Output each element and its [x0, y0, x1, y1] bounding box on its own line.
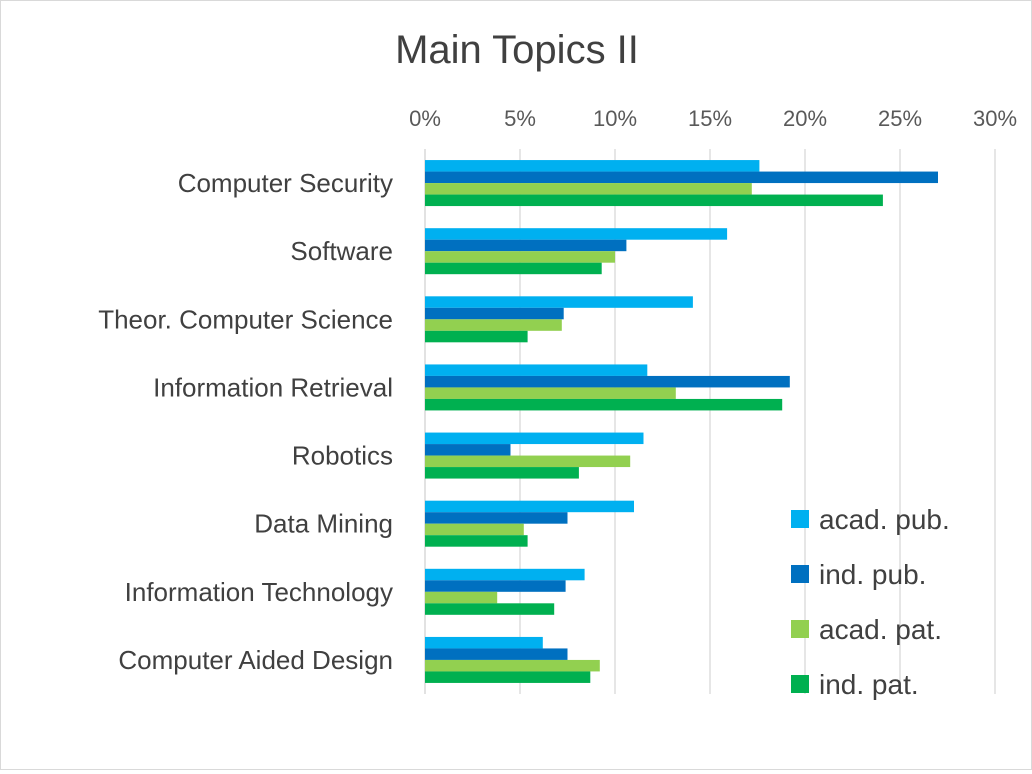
bar [425, 319, 562, 331]
bar [425, 432, 644, 445]
bar [425, 444, 511, 456]
legend-label: ind. pub. [819, 559, 926, 590]
bar [425, 568, 585, 581]
bar [425, 659, 600, 672]
category-label: Data Mining [254, 509, 393, 539]
chart-title: Main Topics II [395, 28, 639, 72]
bar [425, 183, 752, 195]
category-label: Computer Aided Design [118, 645, 393, 675]
category-label: Computer Security [178, 168, 393, 198]
x-axis-ticks: 0% 5% 10% 15% 20% 25% 30% [409, 106, 1017, 131]
bar [425, 228, 728, 240]
bar [425, 194, 883, 207]
category-label: Software [290, 236, 393, 266]
x-tick-label: 10% [593, 106, 637, 131]
x-tick-label: 25% [878, 106, 922, 131]
bar [425, 296, 693, 308]
legend-label: ind. pat. [819, 669, 919, 700]
x-tick-label: 30% [973, 106, 1017, 131]
bar [425, 455, 631, 468]
category-label: Information Technology [125, 577, 393, 607]
bar [425, 603, 555, 615]
bar [425, 307, 564, 320]
legend: acad. pub. ind. pub. acad. pat. ind. pat. [791, 504, 950, 700]
bar [425, 512, 568, 524]
bar [425, 375, 790, 388]
x-tick-label: 15% [688, 106, 732, 131]
category-label: Theor. Computer Science [98, 304, 393, 334]
bar [425, 467, 579, 479]
x-tick-label: 0% [409, 106, 441, 131]
legend-label: acad. pat. [819, 614, 942, 645]
bar [425, 387, 676, 399]
legend-swatch [791, 510, 809, 528]
bar [425, 671, 591, 683]
bar [425, 535, 528, 547]
bar [425, 160, 760, 172]
legend-swatch [791, 565, 809, 583]
legend-label: acad. pub. [819, 504, 950, 535]
bar [425, 330, 528, 343]
bar [425, 580, 566, 592]
bar [425, 591, 498, 604]
bar [425, 171, 938, 184]
bar [425, 251, 615, 263]
legend-swatch [791, 675, 809, 693]
x-tick-label: 20% [783, 106, 827, 131]
bars [425, 160, 938, 683]
bar [425, 648, 568, 660]
category-label: Information Retrieval [153, 372, 393, 402]
bar [425, 262, 602, 275]
legend-swatch [791, 620, 809, 638]
bar [425, 398, 783, 411]
y-axis-categories: Computer Security Software Theor. Computer… [98, 168, 393, 675]
x-tick-label: 5% [504, 106, 536, 131]
bar [425, 364, 648, 376]
bar [425, 636, 543, 649]
bar [425, 239, 627, 252]
category-label: Robotics [292, 441, 393, 471]
bar [425, 500, 634, 513]
bar [425, 523, 524, 536]
